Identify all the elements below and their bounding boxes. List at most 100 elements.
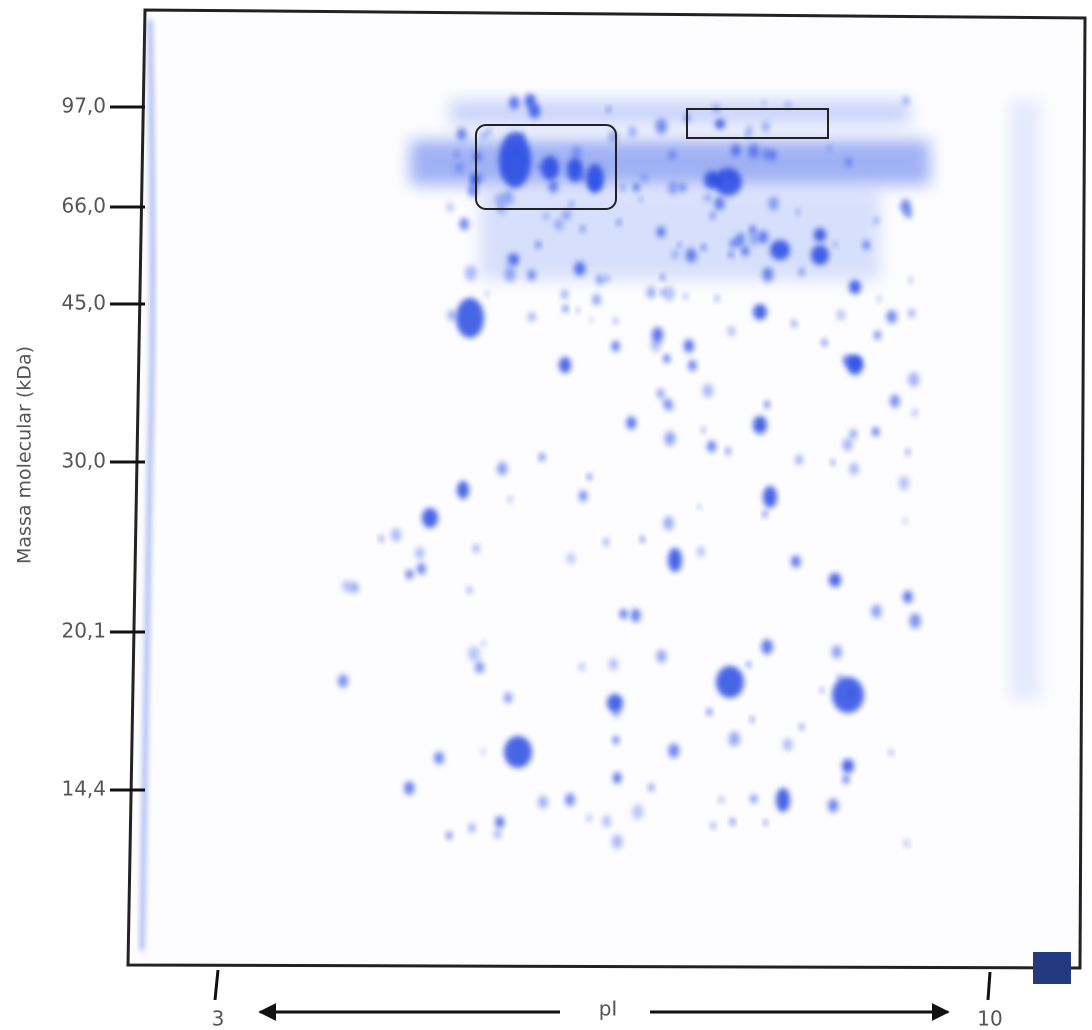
spot <box>574 261 586 276</box>
spot <box>902 590 913 604</box>
spot <box>842 774 850 785</box>
spot <box>415 547 425 560</box>
spot <box>527 269 536 281</box>
spot <box>484 290 490 297</box>
tick <box>986 971 992 1001</box>
spot <box>707 440 717 453</box>
spot <box>648 783 655 792</box>
spot <box>493 829 502 840</box>
spot <box>905 449 911 456</box>
spot <box>762 267 774 282</box>
spot <box>663 354 671 363</box>
spot <box>548 180 558 193</box>
spot <box>902 96 910 105</box>
spot <box>876 295 882 302</box>
spot <box>889 394 900 408</box>
spot <box>578 662 585 671</box>
spot <box>762 510 768 518</box>
spot <box>761 147 771 160</box>
spot <box>745 131 750 138</box>
marker-label: 30,0 <box>61 449 106 473</box>
spot <box>763 819 768 826</box>
spot <box>656 388 665 399</box>
spot <box>416 562 426 575</box>
highlight-box <box>686 108 829 139</box>
spot <box>662 397 670 408</box>
spot <box>616 219 622 226</box>
spot <box>819 687 825 693</box>
spot <box>746 661 751 668</box>
spot <box>499 132 531 188</box>
spot <box>729 818 736 826</box>
spot <box>567 158 583 182</box>
spot <box>770 240 790 260</box>
spot <box>565 793 575 807</box>
spot <box>911 408 918 417</box>
spot <box>795 454 803 465</box>
spot <box>706 708 713 716</box>
spot <box>903 839 910 848</box>
spot <box>727 326 736 337</box>
spot <box>474 661 485 674</box>
spot <box>459 217 469 231</box>
spot <box>456 298 484 338</box>
spot <box>714 196 725 211</box>
spot <box>486 128 492 136</box>
spot <box>480 748 486 755</box>
spot <box>651 327 664 343</box>
marker-label: 20,1 <box>61 619 106 643</box>
spot <box>603 538 610 546</box>
spot <box>537 164 542 170</box>
spot <box>633 183 640 192</box>
spot <box>783 738 793 751</box>
spot <box>560 289 569 300</box>
spot <box>468 823 476 833</box>
spot <box>741 246 750 256</box>
spot <box>849 462 859 475</box>
tick <box>213 969 220 1001</box>
spot <box>697 504 702 510</box>
spot <box>495 816 505 828</box>
spot <box>631 804 644 820</box>
spot <box>886 310 897 324</box>
spot <box>710 822 716 829</box>
spot <box>753 416 767 434</box>
spot <box>447 309 457 322</box>
marker-label: 45,0 <box>61 291 106 315</box>
spot <box>753 304 767 320</box>
spot <box>791 555 801 568</box>
spot <box>611 834 623 850</box>
spot <box>535 240 542 249</box>
spot <box>494 193 505 207</box>
spot <box>660 289 665 295</box>
spot <box>729 239 737 248</box>
spot <box>845 158 852 167</box>
spot <box>846 355 856 368</box>
spot <box>908 277 913 283</box>
spot <box>728 251 734 258</box>
spot <box>833 241 838 248</box>
spot <box>596 274 604 285</box>
spot <box>898 476 910 491</box>
spot <box>576 307 580 313</box>
spot <box>612 736 620 744</box>
spot <box>554 218 564 231</box>
spot <box>763 486 777 508</box>
spot <box>578 490 588 502</box>
spot <box>791 319 798 328</box>
spot <box>405 569 414 580</box>
spot <box>748 143 760 159</box>
spot <box>871 604 882 619</box>
spot <box>828 798 839 813</box>
spot <box>811 245 829 265</box>
spot <box>503 692 513 704</box>
spot <box>785 101 791 109</box>
spot <box>390 528 402 542</box>
spot <box>589 177 601 193</box>
spot <box>454 150 459 158</box>
spot <box>668 181 679 195</box>
spot <box>716 666 744 698</box>
spot <box>608 658 619 671</box>
spot <box>571 145 582 159</box>
spot <box>511 144 520 155</box>
